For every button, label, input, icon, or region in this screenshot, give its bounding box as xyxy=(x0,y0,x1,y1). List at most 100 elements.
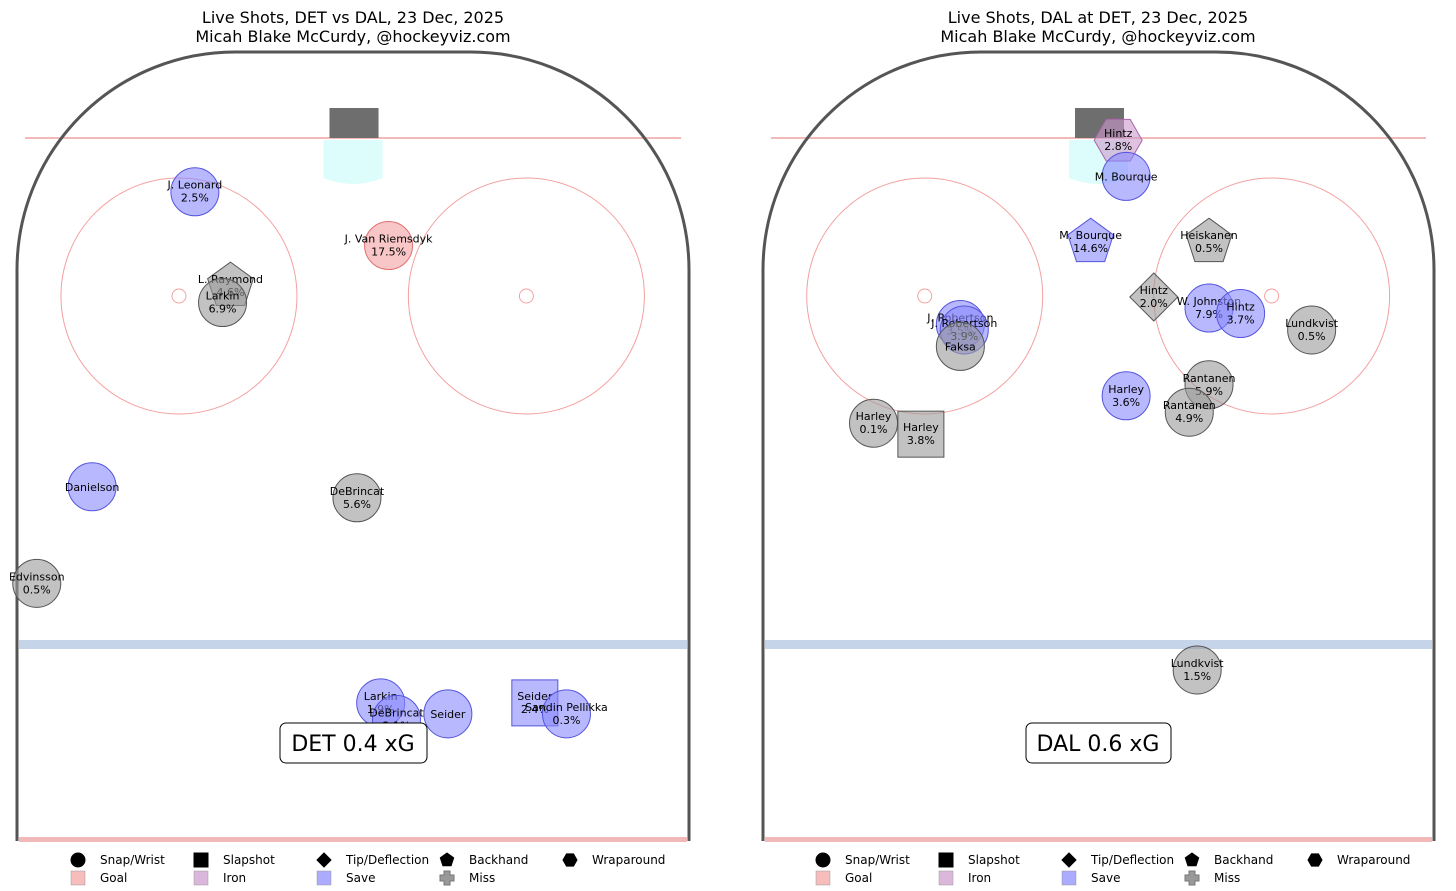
legend-label: Snap/Wrist xyxy=(100,853,165,867)
legend-label: Snap/Wrist xyxy=(845,853,910,867)
legend-label: Goal xyxy=(100,871,127,885)
boards xyxy=(15,50,691,841)
crease xyxy=(323,140,383,184)
legend-label: Wraparound xyxy=(592,853,665,867)
xg-pct-label: 17.5% xyxy=(371,245,406,258)
legend: Snap/Wrist Slapshot Tip/Deflection Backhand… xyxy=(70,852,665,886)
shooter-label: Sandin Pellikka xyxy=(525,701,608,714)
legend-label: Wraparound xyxy=(1337,853,1410,867)
pentagon-shot-mark xyxy=(1185,217,1233,263)
shooter-label: Edvinsson xyxy=(9,570,65,583)
shooter-label: Harley xyxy=(903,421,939,434)
legend-label: Miss xyxy=(469,871,495,885)
shooter-label: Seider xyxy=(430,708,466,721)
square-icon xyxy=(815,870,831,886)
legend-item-goal: Goal xyxy=(815,870,872,886)
plus-icon xyxy=(1184,870,1200,886)
legend-label: Tip/Deflection xyxy=(345,853,429,867)
square-icon xyxy=(70,870,86,886)
shooter-label: Hintz xyxy=(1140,284,1169,297)
shooter-label: J. Van Riemsdyk xyxy=(344,232,434,245)
circle-shot-mark xyxy=(198,278,248,328)
xg-pct-label: 5.6% xyxy=(343,498,371,511)
square-icon xyxy=(193,852,209,868)
circle-shot-mark xyxy=(423,689,473,739)
legend-item-save: Save xyxy=(1061,870,1120,886)
circle-shot-mark xyxy=(12,558,62,608)
legend-label: Iron xyxy=(968,871,991,885)
shooter-label: Lundkvist xyxy=(1285,317,1339,330)
xg-pct-label: 0.5% xyxy=(23,583,51,596)
xg-pct-label: 0.1% xyxy=(860,423,888,436)
xg-pct-label: 4.9% xyxy=(1175,412,1203,425)
shot-marker: Faksa xyxy=(935,321,985,371)
legend-item-hexagon: Wraparound xyxy=(1307,853,1410,867)
legend-label: Slapshot xyxy=(968,853,1020,867)
circle-shot-mark xyxy=(541,689,591,739)
xg-pct-label: 7.9% xyxy=(1195,308,1223,321)
xg-pct-label: 2.8% xyxy=(1104,140,1132,153)
boards xyxy=(761,50,1436,841)
shot-marker: Seider xyxy=(423,689,473,739)
legend-item-circle: Snap/Wrist xyxy=(70,852,165,868)
faceoff-dot xyxy=(917,288,933,304)
square-icon xyxy=(1061,870,1077,886)
legend-item-circle: Snap/Wrist xyxy=(815,852,910,868)
legend-label: Miss xyxy=(1214,871,1240,885)
circle-shot-mark xyxy=(67,462,117,512)
circle-icon xyxy=(815,852,831,868)
circle-icon xyxy=(70,852,86,868)
square-icon xyxy=(193,870,209,886)
circle-shot-mark xyxy=(935,321,985,371)
shooter-label: Rantanen xyxy=(1163,399,1216,412)
circle-shot-mark xyxy=(332,473,382,523)
diamond-icon xyxy=(316,852,332,868)
shooter-label: DeBrincat xyxy=(330,485,385,498)
shooter-label: Harley xyxy=(856,410,892,423)
xg-pct-label: 6.9% xyxy=(209,303,237,316)
plus-icon xyxy=(439,870,455,886)
legend-label: Save xyxy=(1091,871,1120,885)
shooter-label: Heiskanen xyxy=(1180,229,1237,242)
xg-label: DET 0.4 xG xyxy=(291,732,414,757)
legend-item-iron: Iron xyxy=(938,870,991,886)
pentagon-icon xyxy=(1184,852,1200,867)
circle-shot-mark xyxy=(364,220,414,270)
xg-pct-label: 3.6% xyxy=(1112,396,1140,409)
rink xyxy=(15,50,691,842)
xg-pct-label: 0.3% xyxy=(552,714,580,727)
square-icon xyxy=(316,870,332,886)
legend-item-iron: Iron xyxy=(193,870,246,886)
legend-item-pentagon: Backhand xyxy=(1184,852,1273,867)
pentagon-shot-mark xyxy=(1067,217,1114,263)
faceoff-dot xyxy=(518,288,534,304)
legend-item-goal: Goal xyxy=(70,870,127,886)
xg-pct-label: 0.5% xyxy=(1195,242,1223,255)
legend-item-hexagon: Wraparound xyxy=(562,853,665,867)
shooter-label: J. Leonard xyxy=(167,179,223,192)
legend-item-miss: Miss xyxy=(439,870,495,886)
circle-shot-mark xyxy=(1164,387,1214,437)
faceoff-circle xyxy=(60,177,298,415)
legend-label: Tip/Deflection xyxy=(1090,853,1174,867)
legend-item-pentagon: Backhand xyxy=(439,852,528,867)
faceoff-dot xyxy=(171,288,187,304)
circle-shot-mark xyxy=(1287,305,1337,355)
xg-pct-label: 3.8% xyxy=(907,434,935,447)
hexagon-icon xyxy=(562,853,578,867)
legend-label: Save xyxy=(346,871,375,885)
diamond-shot-mark xyxy=(1129,272,1179,322)
